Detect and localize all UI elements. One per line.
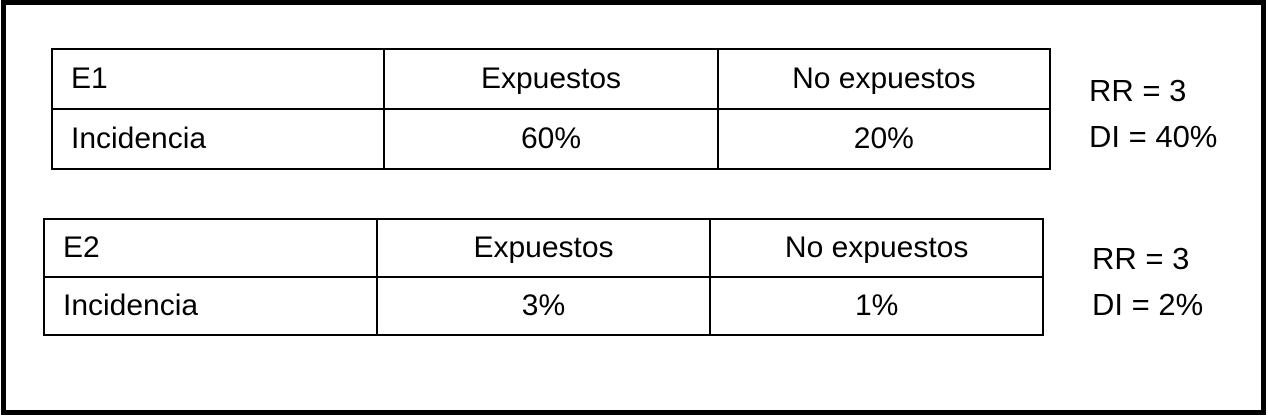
table-e1-data-row: Incidencia 60% 20% [50,108,1052,170]
table-e2-col-no-expuestos: No expuestos [709,218,1044,278]
table-e2-row-label: Incidencia [43,276,378,336]
table-e1-title-cell: E1 [50,48,386,110]
stats-e2: RR = 3 DI = 2% [1092,236,1203,328]
table-e1-col-no-expuestos: No expuestos [716,48,1052,110]
table-e1-col-expuestos: Expuestos [383,48,719,110]
table-e1-header-row: E1 Expuestos No expuestos [50,48,1052,110]
table-e1-value-expuestos: 60% [383,108,719,170]
table-e1-value-no-expuestos: 20% [716,108,1052,170]
table-e2-col-expuestos: Expuestos [375,218,712,278]
table-e1-row-label: Incidencia [50,108,386,170]
table-e2-data-row: Incidencia 3% 1% [43,276,1044,336]
stats-e2-rr: RR = 3 [1092,241,1190,276]
table-e2-value-no-expuestos: 1% [709,276,1044,336]
stats-e2-di: DI = 2% [1092,287,1204,322]
table-e2: E2 Expuestos No expuestos Incidencia 3% … [43,218,1044,336]
stats-e1: RR = 3 DI = 40% [1089,68,1217,160]
table-e2-title-cell: E2 [43,218,378,278]
table-e2-header-row: E2 Expuestos No expuestos [43,218,1044,278]
table-e2-value-expuestos: 3% [375,276,712,336]
table-e1: E1 Expuestos No expuestos Incidencia 60%… [50,48,1052,170]
stats-e1-di: DI = 40% [1089,119,1218,154]
stats-e1-rr: RR = 3 [1089,73,1187,108]
